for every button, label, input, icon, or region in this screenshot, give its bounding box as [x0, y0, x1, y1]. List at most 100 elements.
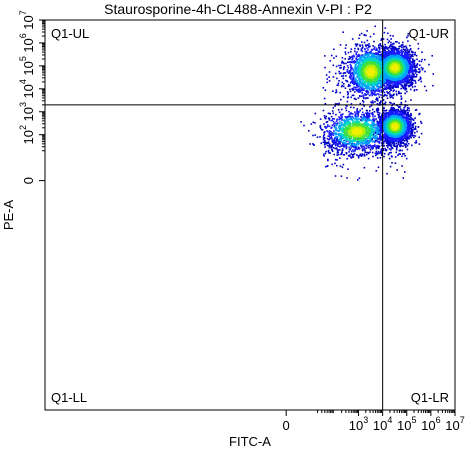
event-dot [380, 154, 383, 156]
event-dot [343, 154, 345, 156]
event-dot [381, 63, 383, 65]
event-dot [404, 171, 406, 173]
event-dot [413, 79, 416, 82]
event-dot [413, 66, 415, 68]
event-dot [322, 87, 325, 89]
event-dot [344, 58, 346, 60]
event-dot [380, 89, 382, 91]
event-dot [349, 117, 352, 119]
event-dot [348, 142, 351, 145]
event-dot [369, 94, 371, 97]
event-dot [410, 75, 413, 77]
event-dot [349, 61, 352, 63]
event-dot [410, 132, 413, 135]
event-dot [337, 135, 339, 138]
event-dot [414, 135, 417, 137]
event-dot [385, 81, 388, 83]
event-dot [364, 140, 367, 143]
event-dot [354, 115, 357, 118]
event-dot [330, 54, 333, 57]
event-dot [386, 144, 388, 147]
event-dot [377, 55, 379, 57]
event-dot [411, 82, 413, 84]
event-dot [328, 143, 331, 145]
event-dot [408, 130, 411, 133]
event-dot [366, 151, 368, 154]
event-dot [359, 153, 362, 156]
event-dot [407, 40, 409, 42]
event-dot [378, 112, 381, 114]
event-dot [324, 116, 326, 119]
event-dot [373, 93, 376, 96]
event-dot [397, 85, 399, 88]
event-dot [377, 117, 380, 119]
event-dot [366, 113, 368, 115]
event-dot [333, 118, 335, 120]
event-dot [372, 87, 375, 90]
event-dot [350, 81, 352, 83]
event-dot [394, 156, 397, 158]
event-dot [359, 90, 361, 92]
event-dot [383, 107, 385, 109]
event-dot [368, 115, 370, 117]
event-dot [332, 112, 334, 115]
event-dot [377, 88, 379, 90]
event-dot [424, 70, 426, 73]
event-dot [412, 59, 414, 61]
event-dot [369, 149, 372, 151]
event-dot [374, 124, 377, 126]
event-dot [341, 122, 343, 124]
event-dot [365, 138, 367, 140]
event-dot [349, 140, 351, 143]
event-dot [378, 89, 381, 91]
event-dot [370, 56, 372, 58]
event-dot [366, 153, 368, 156]
event-dot [346, 69, 349, 71]
event-dot [312, 143, 314, 145]
event-dot [390, 55, 392, 58]
event-dot [366, 120, 369, 122]
event-dot [332, 76, 335, 78]
event-dot [385, 132, 388, 135]
event-dot [405, 144, 408, 146]
event-dot [416, 66, 418, 68]
event-dot [325, 127, 327, 129]
event-dot [361, 141, 364, 144]
event-dot [323, 97, 326, 100]
event-dot [395, 151, 397, 154]
event-dot [334, 143, 337, 146]
event-dot [358, 177, 361, 179]
event-dot [401, 80, 403, 82]
event-dot [327, 141, 330, 143]
event-dot [351, 67, 353, 69]
event-dot [352, 144, 354, 146]
event-dot [355, 69, 357, 71]
event-dot [335, 89, 338, 91]
event-dot [342, 119, 344, 121]
event-dot [350, 65, 352, 67]
event-dot [339, 126, 341, 129]
event-dot [357, 143, 359, 146]
event-dot [356, 142, 358, 144]
event-dot [327, 112, 330, 115]
event-dot [353, 74, 355, 77]
event-dot [388, 86, 391, 88]
event-dot [393, 81, 396, 84]
event-dot [390, 145, 392, 147]
event-dot [410, 70, 413, 72]
event-dot [354, 47, 356, 50]
event-dot [359, 82, 362, 84]
event-dot [399, 149, 401, 152]
event-dot [374, 101, 376, 103]
event-dot [408, 126, 410, 129]
event-dot [338, 118, 340, 121]
event-dot [384, 140, 386, 143]
event-dot [376, 137, 379, 140]
event-dot [376, 57, 378, 59]
event-dot [345, 79, 347, 82]
event-dot [389, 101, 391, 104]
event-dot [388, 114, 391, 116]
event-dot [403, 113, 406, 116]
event-dot [325, 143, 327, 145]
event-dot [370, 112, 372, 115]
